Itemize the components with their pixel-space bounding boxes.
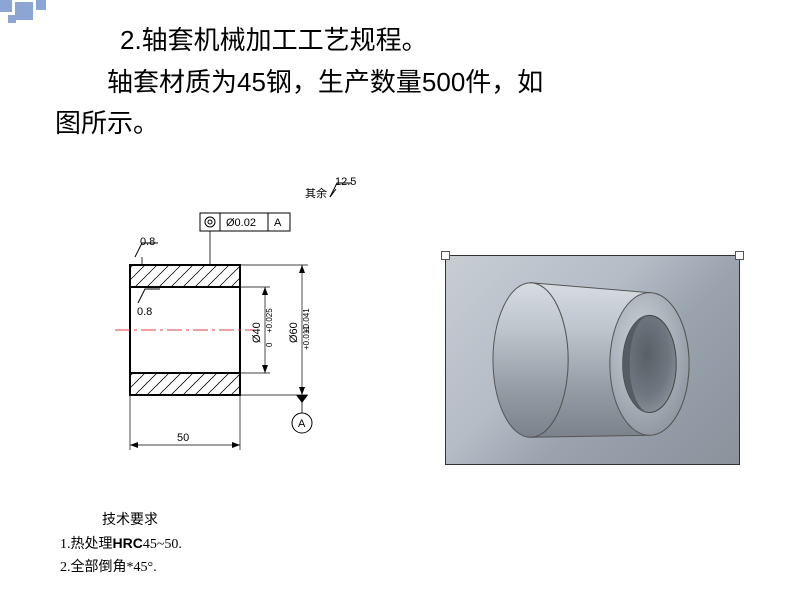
tech-req-item-1: 1.热处理HRC45~50. [60,532,182,556]
selection-handle [735,251,744,260]
tolerance-frame: Ø0.02 A [200,213,290,265]
svg-text:+0.025: +0.025 [265,308,274,333]
technical-requirements: 技术要求 1.热处理HRC45~50. 2.全部倒角*45°. [60,510,182,579]
selection-handle [441,251,450,260]
datum-a: A [292,395,312,433]
svg-text:0.8: 0.8 [137,306,152,318]
slide-decoration [0,0,50,25]
svg-text:0: 0 [265,342,274,347]
svg-text:A: A [274,217,282,229]
surface-finish-inner: 0.8 [137,289,160,318]
surface-note: 12.5 其余 [305,176,356,200]
dim-length: 50 [130,395,240,450]
svg-text:Ø60: Ø60 [288,322,300,343]
text-line-1: 2.轴套机械加工工艺规程。 [55,20,770,62]
tech-req-item-2: 2.全部倒角*45°. [60,557,182,579]
text-line-2: 轴套材质为45钢，生产数量500件，如 [55,62,770,104]
tech-req-title: 技术要求 [60,510,182,532]
svg-text:12.5: 12.5 [335,176,356,188]
svg-text:Ø40: Ø40 [251,322,263,343]
body-text: 2.轴套机械加工工艺规程。 轴套材质为45钢，生产数量500件，如 图所示。 [55,20,770,145]
rendered-cylinder [445,255,740,465]
svg-text:0.8: 0.8 [140,236,155,248]
text-line-3: 图所示。 [55,103,770,145]
svg-text:A: A [298,418,306,430]
svg-text:+0.011: +0.011 [302,325,311,350]
svg-text:Ø0.02: Ø0.02 [226,217,256,229]
svg-text:其余: 其余 [305,186,327,200]
svg-text:50: 50 [177,432,189,444]
surface-finish-top: 0.8 [135,236,158,265]
